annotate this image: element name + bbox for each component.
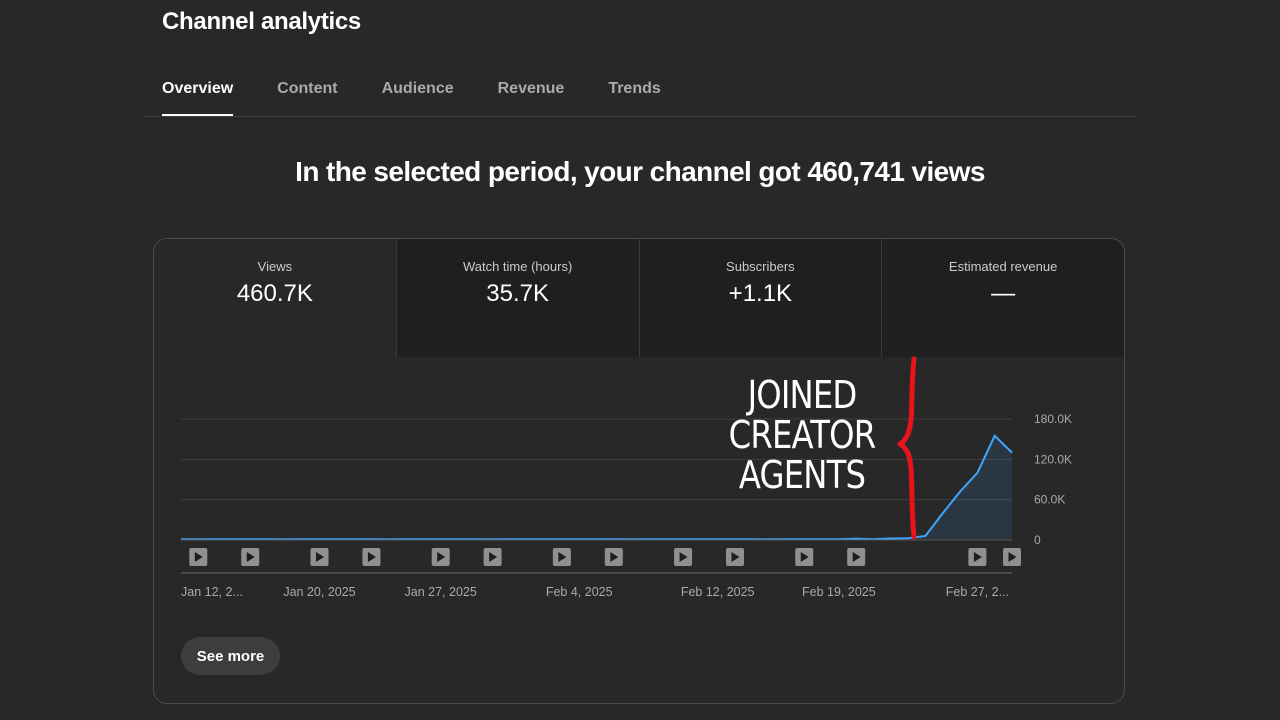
see-more-button[interactable]: See more bbox=[181, 637, 280, 675]
tab-overview[interactable]: Overview bbox=[162, 80, 234, 117]
tab-audience[interactable]: Audience bbox=[381, 80, 454, 97]
x-tick-label: Jan 20, 2025 bbox=[283, 585, 355, 599]
play-icon bbox=[610, 552, 619, 562]
play-icon bbox=[246, 552, 255, 562]
play-icon bbox=[1008, 552, 1017, 562]
x-tick-label: Feb 27, 2... bbox=[946, 585, 1009, 599]
metric-label: Estimated revenue bbox=[948, 259, 1058, 274]
views-chart: 0 60.0K 120.0K 180.0K Jan 12, 2... Jan 20, 20… bbox=[180, 356, 1072, 599]
play-icon bbox=[852, 552, 861, 562]
play-icon bbox=[973, 552, 982, 562]
metric-label: Subscribers bbox=[726, 259, 795, 274]
metric-value: — bbox=[991, 280, 1016, 307]
metric-value: 460.7K bbox=[236, 280, 313, 307]
period-summary-headline: In the selected period, your channel got… bbox=[295, 156, 985, 187]
analytics-tabs: Overview Content Audience Revenue Trends bbox=[162, 80, 705, 117]
y-tick-label: 60.0K bbox=[1034, 493, 1065, 507]
play-icon bbox=[489, 552, 498, 562]
play-icon bbox=[316, 552, 324, 562]
metric-label: Views bbox=[257, 259, 293, 274]
play-icon bbox=[194, 552, 203, 562]
y-tick-label: 120.0K bbox=[1034, 452, 1072, 466]
annotation-line: AGENTS bbox=[738, 453, 866, 497]
x-tick-label: Jan 12, 2... bbox=[181, 585, 243, 599]
x-tick-label: Feb 12, 2025 bbox=[681, 585, 755, 599]
annotation-line: JOINED bbox=[747, 373, 858, 417]
metric-value: +1.1K bbox=[728, 280, 793, 307]
annotation-text: JOINED CREATOR AGENTS bbox=[717, 375, 887, 495]
series-line bbox=[180, 434, 1013, 541]
x-tick-label: Jan 27, 2025 bbox=[405, 585, 477, 599]
series-area bbox=[181, 435, 1012, 540]
annotation-brace bbox=[897, 356, 917, 540]
annotation-line: CREATOR bbox=[728, 413, 877, 457]
play-icon bbox=[679, 552, 688, 562]
x-tick-label: Feb 4, 2025 bbox=[546, 585, 613, 599]
metric-label: Watch time (hours) bbox=[462, 259, 573, 274]
y-tick-label: 180.0K bbox=[1034, 412, 1072, 426]
page-title: Channel analytics bbox=[162, 8, 361, 35]
overview-card: Views 460.7K Watch time (hours) 35.7K Su… bbox=[153, 238, 1125, 704]
x-tick-label: Feb 19, 2025 bbox=[802, 585, 876, 599]
play-icon bbox=[731, 552, 740, 562]
metric-views[interactable]: Views 460.7K bbox=[154, 239, 396, 357]
tab-content[interactable]: Content bbox=[277, 80, 338, 97]
play-icon bbox=[800, 552, 809, 562]
metric-tabs: Views 460.7K Watch time (hours) 35.7K Su… bbox=[154, 239, 1124, 357]
play-icon bbox=[367, 552, 376, 562]
play-icon bbox=[437, 552, 446, 562]
metric-subscribers[interactable]: Subscribers +1.1K bbox=[638, 239, 882, 357]
y-tick-label: 0 bbox=[1034, 533, 1041, 547]
play-icon bbox=[558, 552, 567, 562]
tab-trends[interactable]: Trends bbox=[608, 80, 661, 97]
metric-value: 35.7K bbox=[486, 280, 549, 307]
tab-divider bbox=[144, 116, 1136, 117]
metric-estimated-revenue[interactable]: Estimated revenue — bbox=[881, 239, 1124, 357]
metric-watch-time[interactable]: Watch time (hours) 35.7K bbox=[395, 239, 639, 357]
tab-revenue[interactable]: Revenue bbox=[497, 80, 565, 97]
